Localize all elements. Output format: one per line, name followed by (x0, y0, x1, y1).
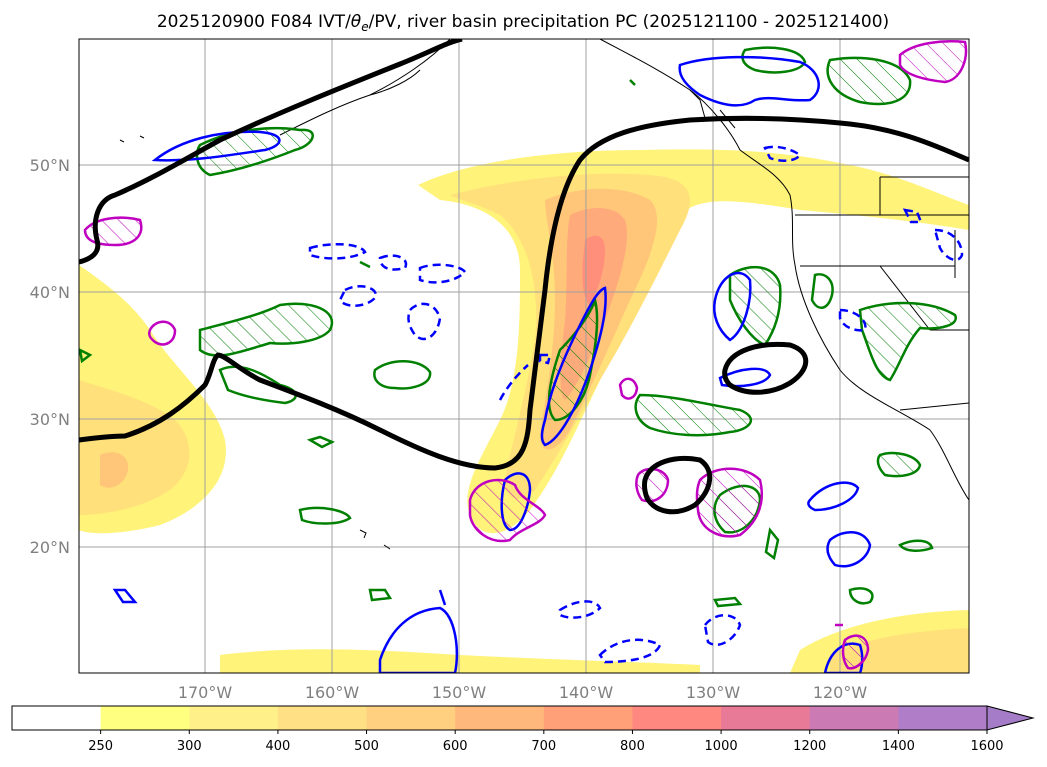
lat-label-50n: 50°N (30, 156, 70, 175)
lon-label-150w: 150°W (432, 683, 487, 702)
colorbar-tick-label: 250 (88, 739, 113, 754)
colorbar-segment (809, 706, 899, 730)
colorbar: 250 300 400 500 600 700 800 1000 1200 1400 1600 (11, 705, 1035, 754)
plot-title: 2025120900 F084 IVT/θe/PV, river basin p… (157, 12, 889, 34)
blue-contours (112, 55, 964, 673)
lat-label-30n: 30°N (30, 410, 70, 429)
lon-label-120w: 120°W (813, 683, 868, 702)
colorbar-segment (632, 706, 722, 730)
colorbar-segment (898, 706, 988, 730)
colorbar-tick-label: 700 (531, 739, 556, 754)
colorbar-tick-label: 1200 (793, 739, 826, 754)
ivt-south-band (220, 649, 700, 673)
colorbar-segments (12, 706, 988, 730)
colorbar-segment (100, 706, 190, 730)
colorbar-segment (189, 706, 279, 730)
colorbar-tick-label: 300 (177, 739, 202, 754)
lon-label-160w: 160°W (305, 683, 360, 702)
lon-label-140w: 140°W (559, 683, 614, 702)
colorbar-tick-label: 400 (265, 739, 290, 754)
colorbar-segment (455, 706, 545, 730)
blue-dashed (308, 145, 964, 664)
lon-label-170w: 170°W (178, 683, 233, 702)
ivt-plume-600 (582, 235, 605, 305)
lon-label-130w: 130°W (686, 683, 741, 702)
lat-label-20n: 20°N (30, 538, 70, 557)
colorbar-segment (721, 706, 811, 730)
colorbar-segment (277, 706, 368, 730)
ivt-se-300 (830, 628, 969, 673)
colorbar-tick-label: 500 (354, 739, 379, 754)
latitude-labels: 50°N 40°N 30°N 20°N (30, 156, 70, 557)
ivt-west-400 (100, 452, 129, 488)
colorbar-extend-arrow (986, 705, 1035, 731)
colorbar-ticks: 250 300 400 500 600 700 800 1000 1200 1400 1600 (88, 730, 1004, 754)
colorbar-tick-label: 1000 (705, 739, 738, 754)
colorbar-segment (12, 706, 102, 730)
colorbar-frame (11, 705, 988, 731)
map-panel (79, 39, 969, 673)
colorbar-segment (543, 706, 633, 730)
map-frame (78, 38, 970, 674)
colorbar-tick-label: 600 (443, 739, 468, 754)
colorbar-tick-label: 1600 (970, 739, 1003, 754)
colorbar-tick-label: 1400 (882, 739, 915, 754)
magenta-contours (83, 40, 968, 670)
pv-contours (79, 39, 969, 515)
longitude-labels: 170°W 160°W 150°W 140°W 130°W 120°W (178, 683, 868, 702)
colorbar-segment (366, 706, 456, 730)
colorbar-tick-label: 800 (620, 739, 645, 754)
lat-label-40n: 40°N (30, 283, 70, 302)
